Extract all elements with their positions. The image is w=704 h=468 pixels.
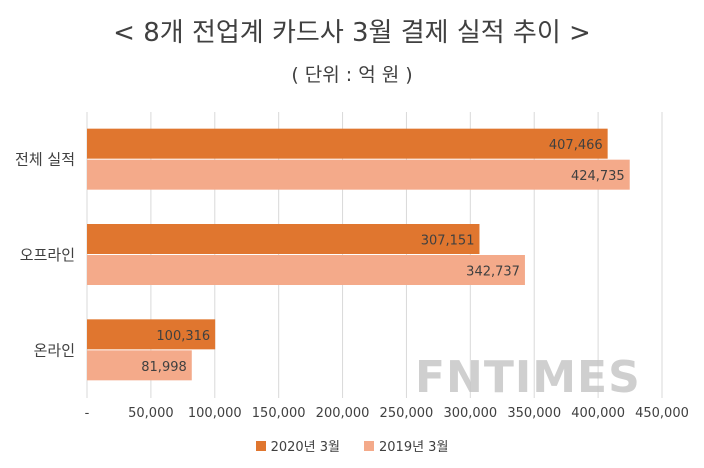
category-label: 전체 실적: [15, 151, 75, 169]
bar: [87, 128, 608, 159]
x-tick-label: 150,000: [252, 406, 306, 421]
data-label: 81,998: [141, 360, 187, 375]
legend: 2020년 3월 2019년 3월: [0, 436, 704, 455]
legend-label: 2019년 3월: [379, 440, 449, 455]
x-tick-label: -: [85, 406, 90, 421]
x-tick-label: 350,000: [507, 406, 561, 421]
bar: [87, 224, 480, 254]
category-label: 오프라인: [20, 246, 75, 264]
x-tick-label: 250,000: [380, 406, 434, 421]
data-label: 307,151: [421, 234, 475, 249]
legend-swatch: [255, 440, 266, 451]
legend-item: 2020년 3월: [255, 436, 340, 455]
legend-swatch: [364, 440, 374, 451]
data-label: 407,466: [549, 138, 603, 153]
x-tick-label: 400,000: [571, 406, 625, 421]
category-label: 온라인: [34, 341, 75, 359]
bar: [87, 255, 525, 285]
watermark-logo: FNTIMES: [415, 352, 641, 403]
bar: [87, 350, 192, 381]
data-label: 100,316: [156, 329, 210, 344]
x-tick-label: 200,000: [316, 406, 370, 421]
x-tick-label: 300,000: [443, 406, 497, 421]
legend-item: 2019년 3월: [364, 436, 448, 455]
chart-title: < 8개 전업계 카드사 3월 결제 실적 추이 >: [113, 18, 591, 48]
bar: [87, 319, 216, 350]
x-tick-label: 100,000: [188, 406, 242, 421]
data-label: 424,735: [571, 169, 625, 184]
x-tick-label: 50,000: [128, 406, 174, 421]
x-tick-label: 450,000: [635, 406, 689, 421]
chart-subtitle: ( 단위 : 억 원 ): [291, 64, 413, 86]
bar: [87, 159, 630, 190]
legend-label: 2020년 3월: [270, 440, 340, 455]
data-label: 342,737: [466, 265, 520, 280]
